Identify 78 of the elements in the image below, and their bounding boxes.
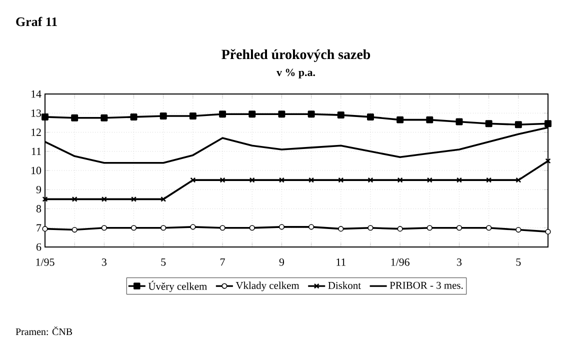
point bbox=[190, 224, 196, 230]
point bbox=[249, 177, 255, 183]
y-tick-label: 8 bbox=[36, 205, 42, 212]
x-tick-label: 7 bbox=[220, 258, 225, 266]
point bbox=[160, 196, 166, 202]
legend-label: Úvěry celkem bbox=[148, 280, 207, 292]
point bbox=[71, 114, 78, 122]
point bbox=[485, 120, 492, 128]
point bbox=[278, 177, 284, 183]
point bbox=[368, 177, 374, 183]
point bbox=[160, 225, 166, 231]
point bbox=[456, 177, 462, 183]
point bbox=[368, 225, 374, 231]
point bbox=[456, 118, 463, 126]
point bbox=[545, 228, 551, 234]
legend-label: Diskont bbox=[328, 282, 361, 290]
x-tick-label: 9 bbox=[279, 258, 284, 266]
point bbox=[130, 225, 137, 231]
point bbox=[426, 225, 432, 231]
point bbox=[72, 196, 78, 202]
point bbox=[426, 177, 432, 183]
point bbox=[278, 110, 286, 118]
point bbox=[338, 177, 344, 183]
point bbox=[160, 112, 167, 120]
point bbox=[42, 113, 48, 120]
x-tick-label: 11 bbox=[336, 258, 346, 266]
point bbox=[338, 226, 344, 232]
x-tick-label: 5 bbox=[516, 258, 521, 266]
point bbox=[249, 225, 255, 231]
point bbox=[278, 224, 285, 230]
point bbox=[486, 177, 492, 183]
point bbox=[514, 121, 522, 128]
text: Pramen: ČNB bbox=[16, 326, 72, 336]
y-tick-label: 9 bbox=[36, 186, 42, 194]
point bbox=[486, 225, 492, 231]
point bbox=[366, 113, 374, 120]
y-tick-label: 13 bbox=[31, 109, 42, 117]
point bbox=[189, 112, 196, 120]
legend-label: PRIBOR - 3 mes. bbox=[390, 282, 463, 289]
point bbox=[42, 226, 48, 232]
point bbox=[308, 177, 314, 183]
x-tick-label: 1/95 bbox=[36, 258, 54, 266]
point bbox=[219, 110, 226, 118]
point bbox=[397, 177, 403, 183]
y-tick-label: 6 bbox=[36, 243, 42, 251]
point bbox=[308, 110, 315, 118]
point bbox=[337, 112, 344, 119]
x-tick-label: 3 bbox=[102, 258, 106, 266]
point bbox=[131, 196, 137, 202]
point bbox=[308, 224, 314, 230]
point bbox=[248, 110, 256, 118]
y-tick-label: 10 bbox=[31, 166, 42, 174]
point bbox=[396, 116, 404, 124]
point bbox=[101, 196, 107, 202]
point bbox=[130, 113, 138, 120]
point bbox=[397, 226, 403, 232]
chart-subtitle: v % p.a. bbox=[276, 68, 315, 78]
point bbox=[544, 120, 552, 128]
x-tick-label: 3 bbox=[457, 258, 462, 266]
text: Graf 11 bbox=[16, 16, 57, 26]
point bbox=[220, 225, 226, 231]
y-tick-label: 12 bbox=[31, 128, 41, 136]
point bbox=[101, 225, 107, 231]
point bbox=[220, 177, 226, 183]
point bbox=[456, 225, 462, 231]
x-tick-label: 1/96 bbox=[391, 258, 410, 266]
point bbox=[190, 177, 196, 183]
y-tick-label: 11 bbox=[32, 148, 41, 155]
point bbox=[100, 114, 108, 122]
legend-label: Vklady celkem bbox=[236, 282, 300, 292]
point bbox=[72, 226, 78, 233]
y-tick-label: 7 bbox=[36, 224, 42, 232]
point bbox=[516, 226, 522, 233]
x-tick-label: 5 bbox=[161, 258, 166, 266]
y-tick-label: 14 bbox=[31, 90, 42, 98]
point bbox=[426, 116, 434, 124]
point bbox=[516, 177, 522, 183]
chart-title: Přehled úrokových sazeb bbox=[222, 49, 370, 62]
